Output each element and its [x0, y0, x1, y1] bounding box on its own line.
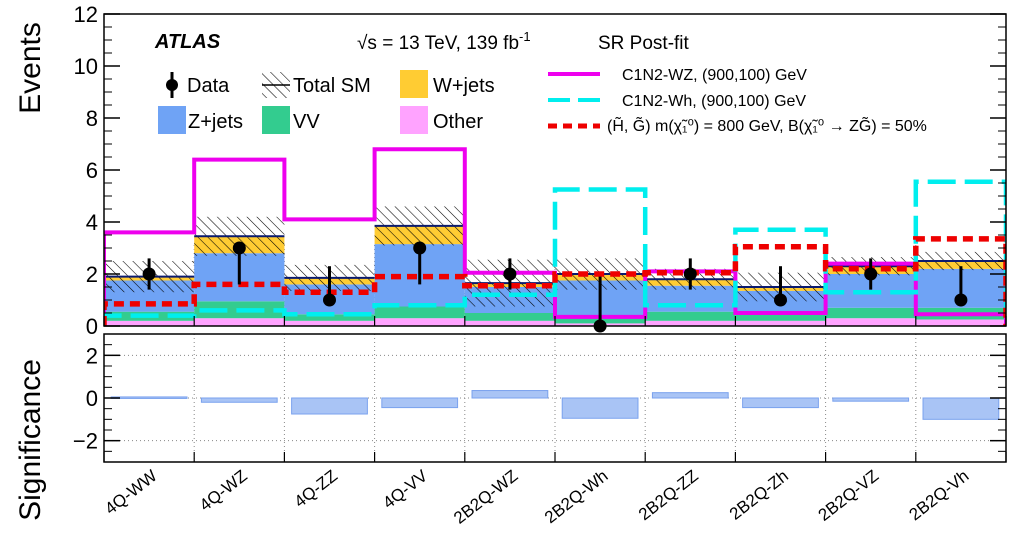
stack-bar-other: [374, 318, 465, 326]
region-label: SR Post-fit: [598, 33, 690, 54]
category-label: 4Q-VV: [379, 466, 431, 513]
significance-bar: [381, 397, 459, 409]
svg-text:C1N2-Wh, (900,100) GeV: C1N2-Wh, (900,100) GeV: [622, 93, 806, 110]
significance-bar: [471, 390, 549, 399]
svg-text:Data: Data: [187, 75, 230, 97]
category-label: 2B2Q-Wh: [541, 466, 612, 527]
data-point: [142, 267, 156, 281]
data-point: [232, 241, 246, 255]
data-point: [774, 293, 787, 307]
category-labels: 4Q-WW 4Q-WZ 4Q-ZZ 4Q-VV 2B2Q-WZ 2B2Q-Wh 2B2Q-Z…: [101, 466, 972, 528]
stack-bar-other: [464, 320, 555, 326]
data-point: [323, 293, 336, 307]
main-panel: 0 2 4 6 8 10 12 Events: [14, 2, 1007, 339]
data-point: [683, 267, 697, 281]
legend-item-wjets: W+jets: [400, 70, 495, 98]
significance-y-ticks: −2 0 2: [73, 316, 1007, 462]
main-tick-label: 2: [86, 262, 98, 287]
stack-bar-other: [104, 320, 195, 326]
data-point: [413, 241, 427, 255]
legend-item-zjets: Z+jets: [158, 106, 243, 134]
data-points: [142, 241, 968, 333]
significance-bar: [651, 392, 729, 399]
stack-bar-other: [645, 320, 736, 326]
stack-bar-vv: [645, 311, 736, 321]
category-label: 4Q-WZ: [196, 466, 251, 515]
stack-bar-vv: [735, 313, 826, 321]
significance-panel: −2 0 2 Significance 4Q-WW 4Q-WZ 4Q-ZZ 4Q-VV 2B…: [14, 316, 1007, 528]
main-y-axis-title: Events: [14, 22, 47, 114]
stack-bar-other: [735, 320, 826, 326]
legend-item-c1n2-wz: C1N2-WZ, (900,100) GeV: [548, 67, 807, 84]
significance-bar: [200, 397, 278, 403]
data-point: [503, 267, 517, 281]
significance-bar: [832, 397, 910, 402]
significance-bar: [922, 397, 1000, 420]
significance-y-axis-title: Significance: [14, 359, 47, 521]
stack-bar-other: [825, 318, 916, 326]
category-label: 2B2Q-Vh: [906, 466, 973, 524]
stack-bar-vv: [284, 314, 375, 321]
category-label: 2B2Q-WZ: [450, 466, 521, 527]
main-tick-label: 8: [86, 106, 98, 131]
svg-text:(H̃, G̃) m(χ̃₁⁰) = 800 GeV, B(: (H̃, G̃) m(χ̃₁⁰) = 800 GeV, B(χ̃₁⁰ → ZG̃…: [607, 115, 927, 135]
main-tick-label: 10: [74, 54, 98, 79]
category-label: 4Q-WW: [101, 466, 160, 518]
svg-text:Z+jets: Z+jets: [188, 111, 243, 133]
significance-bar: [291, 397, 368, 415]
signal-line-1: [104, 179, 1006, 326]
significance-grid: [104, 334, 1006, 462]
category-label: 2B2Q-ZZ: [635, 466, 702, 524]
svg-text:C1N2-WZ, (900,100) GeV: C1N2-WZ, (900,100) GeV: [622, 67, 807, 84]
svg-text:W+jets: W+jets: [433, 75, 495, 97]
lumi-superscript: -1: [519, 29, 531, 44]
svg-text:Other: Other: [433, 111, 483, 133]
main-tick-label: 12: [74, 2, 98, 27]
legend-item-other: Other: [400, 106, 483, 134]
legend-item-vv: VV: [262, 106, 320, 134]
significance-bar: [742, 397, 819, 409]
main-y-ticks: 0 2 4 6 8 10 12: [74, 2, 1006, 339]
legend-item-data: Data: [166, 72, 230, 98]
energy-label: √s = 13 TeV, 139 fb-1: [357, 29, 531, 54]
significance-tick-label: −2: [73, 429, 98, 454]
svg-text:Total SM: Total SM: [293, 75, 371, 97]
stack-bar-vv: [374, 306, 465, 319]
significance-tick-label: 2: [86, 343, 98, 368]
stack-bar-other: [915, 319, 1006, 326]
legend-item-total-sm: Total SM: [262, 72, 371, 98]
main-tick-label: 4: [86, 210, 98, 235]
atlas-label: ATLAS: [154, 31, 221, 53]
legend: Data Total SM W+jets Z+jets VV Other C1N…: [158, 67, 927, 135]
significance-tick-label: 0: [86, 386, 98, 411]
category-label: 2B2Q-Zh: [726, 466, 792, 523]
legend-item-c1n2-wh: C1N2-Wh, (900,100) GeV: [548, 93, 806, 110]
data-point: [954, 293, 968, 307]
main-tick-label: 6: [86, 158, 98, 183]
significance-bar: [110, 396, 188, 399]
data-point: [864, 267, 878, 281]
stack-bar-other: [194, 318, 285, 326]
stack-bar-vv: [825, 307, 916, 319]
legend-item-higgsino: (H̃, G̃) m(χ̃₁⁰) = 800 GeV, B(χ̃₁⁰ → ZG̃…: [548, 115, 927, 135]
svg-text:VV: VV: [293, 111, 320, 133]
significance-bar: [561, 397, 639, 419]
category-label: 4Q-ZZ: [291, 466, 341, 511]
stack-bar-other: [284, 320, 375, 326]
stack-bar-vv: [464, 313, 555, 321]
header: ATLAS √s = 13 TeV, 139 fb-1 SR Post-fit: [154, 29, 690, 54]
category-label: 2B2Q-VZ: [815, 466, 883, 525]
significance-bars: [110, 390, 1000, 420]
main-tick-label: 0: [86, 314, 98, 339]
